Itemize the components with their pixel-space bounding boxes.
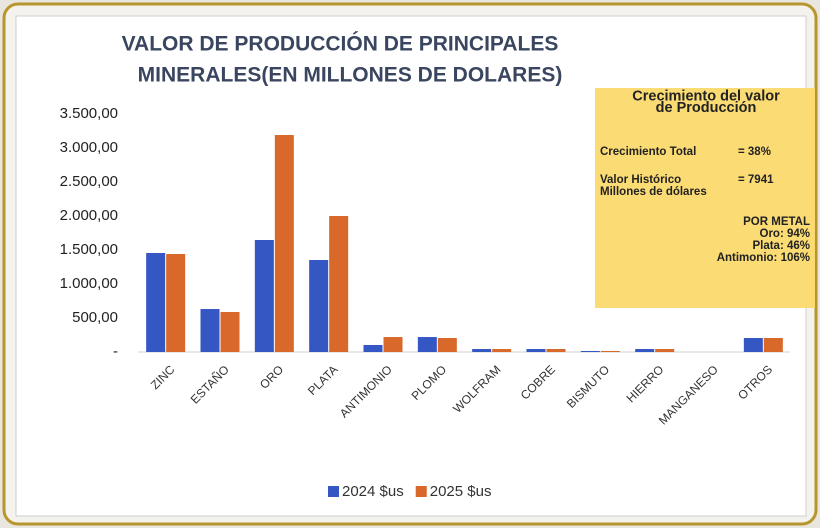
bar xyxy=(600,350,620,352)
bar xyxy=(580,350,600,352)
info-metal: POR METAL xyxy=(743,216,810,228)
bar xyxy=(200,309,220,352)
legend-swatch xyxy=(415,486,427,497)
info-label: Crecimiento Total xyxy=(600,146,696,158)
bar xyxy=(146,252,166,352)
bar xyxy=(363,344,383,352)
bar xyxy=(546,349,566,352)
bar xyxy=(655,349,675,352)
bar xyxy=(274,135,294,352)
info-value: = 7941 xyxy=(738,174,774,186)
y-tick-label: 1.000,00 xyxy=(60,275,118,292)
info-box xyxy=(595,88,815,308)
info-value: = 38% xyxy=(738,146,771,158)
bar xyxy=(309,259,329,352)
bar xyxy=(166,254,186,352)
bar xyxy=(763,337,783,352)
chart-title: VALOR DE PRODUCCIÓN DE PRINCIPALES xyxy=(122,32,559,56)
y-tick-label: 500,00 xyxy=(72,309,118,326)
info-title: Crecimiento del valor xyxy=(632,89,780,105)
bar xyxy=(254,240,274,352)
bar xyxy=(492,349,512,352)
chart-title: MINERALES(EN MILLONES DE DOLARES) xyxy=(138,64,563,87)
y-tick-label: 2.000,00 xyxy=(60,207,118,224)
bar xyxy=(220,312,240,352)
bar xyxy=(635,349,655,352)
bar xyxy=(437,337,457,352)
info-title: de Producción xyxy=(656,100,757,116)
legend-label: 2025 $us xyxy=(430,483,492,500)
info-metal: Oro: 94% xyxy=(760,228,811,240)
info-metal: Antimonio: 106% xyxy=(717,252,810,264)
info-metal: Plata: 46% xyxy=(752,240,810,252)
bar xyxy=(329,216,349,352)
bar xyxy=(383,337,403,352)
y-tick-label: 3.500,00 xyxy=(60,105,118,122)
legend-swatch xyxy=(328,486,339,497)
info-label: Valor Histórico xyxy=(600,174,681,186)
bar xyxy=(526,349,546,352)
y-tick-label: 2.500,00 xyxy=(60,173,118,190)
legend-label: 2024 $us xyxy=(342,483,404,500)
bar xyxy=(472,349,492,352)
y-tick-label: 3.000,00 xyxy=(60,139,118,156)
bar xyxy=(743,337,763,352)
bar xyxy=(417,337,437,352)
y-tick-label: 1.500,00 xyxy=(60,241,118,258)
y-tick-label: - xyxy=(113,343,118,360)
info-note: Millones de dólares xyxy=(600,186,707,198)
